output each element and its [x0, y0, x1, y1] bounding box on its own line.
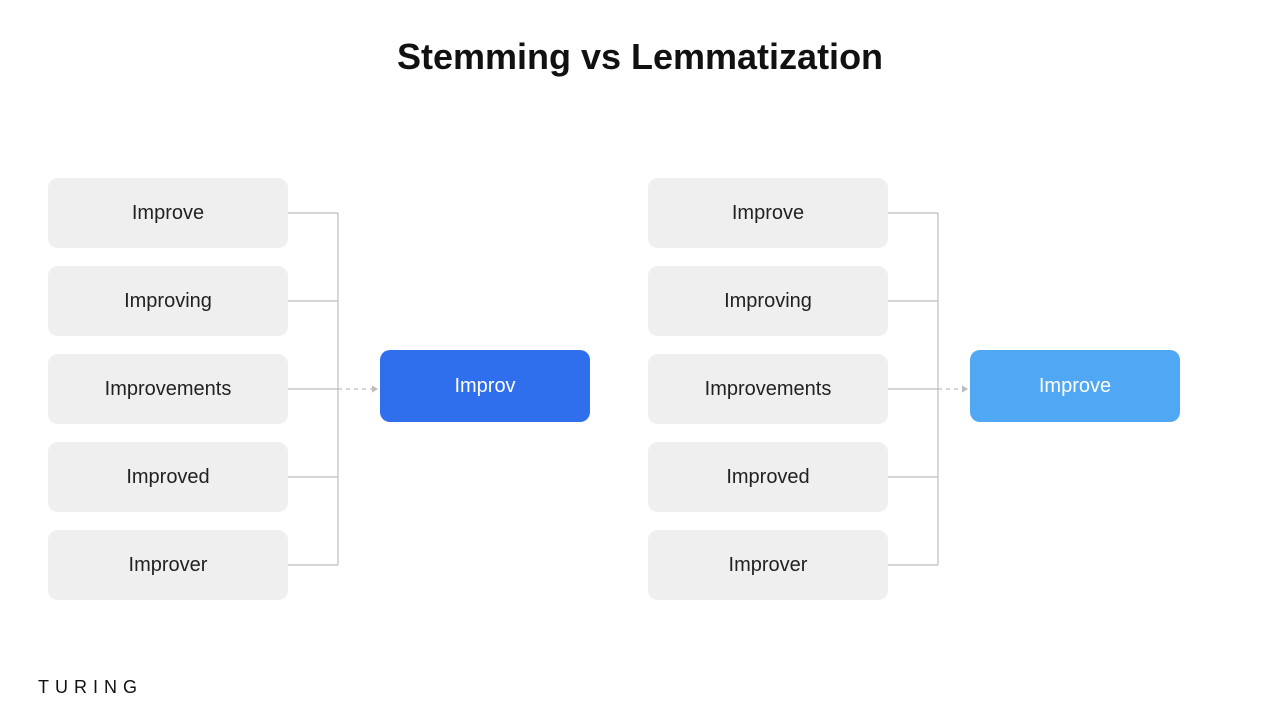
input-node: Improved — [48, 442, 288, 512]
output-node-lemmatization: Improve — [970, 350, 1180, 422]
input-node: Improvements — [648, 354, 888, 424]
input-node: Improving — [648, 266, 888, 336]
input-column-stemming: Improve Improving Improvements Improved … — [48, 178, 288, 600]
input-node: Improve — [48, 178, 288, 248]
input-node: Improvements — [48, 354, 288, 424]
page-title: Stemming vs Lemmatization — [0, 36, 1280, 78]
input-column-lemmatization: Improve Improving Improvements Improved … — [648, 178, 888, 600]
input-node: Improve — [648, 178, 888, 248]
diagram-area: Improve Improving Improvements Improved … — [0, 148, 1280, 648]
input-node: Improver — [648, 530, 888, 600]
brand-logo: TURING — [38, 677, 143, 698]
input-node: Improver — [48, 530, 288, 600]
connector-stemming — [288, 178, 383, 608]
input-node: Improved — [648, 442, 888, 512]
output-node-stemming: Improv — [380, 350, 590, 422]
connector-lemmatization — [888, 178, 973, 608]
input-node: Improving — [48, 266, 288, 336]
